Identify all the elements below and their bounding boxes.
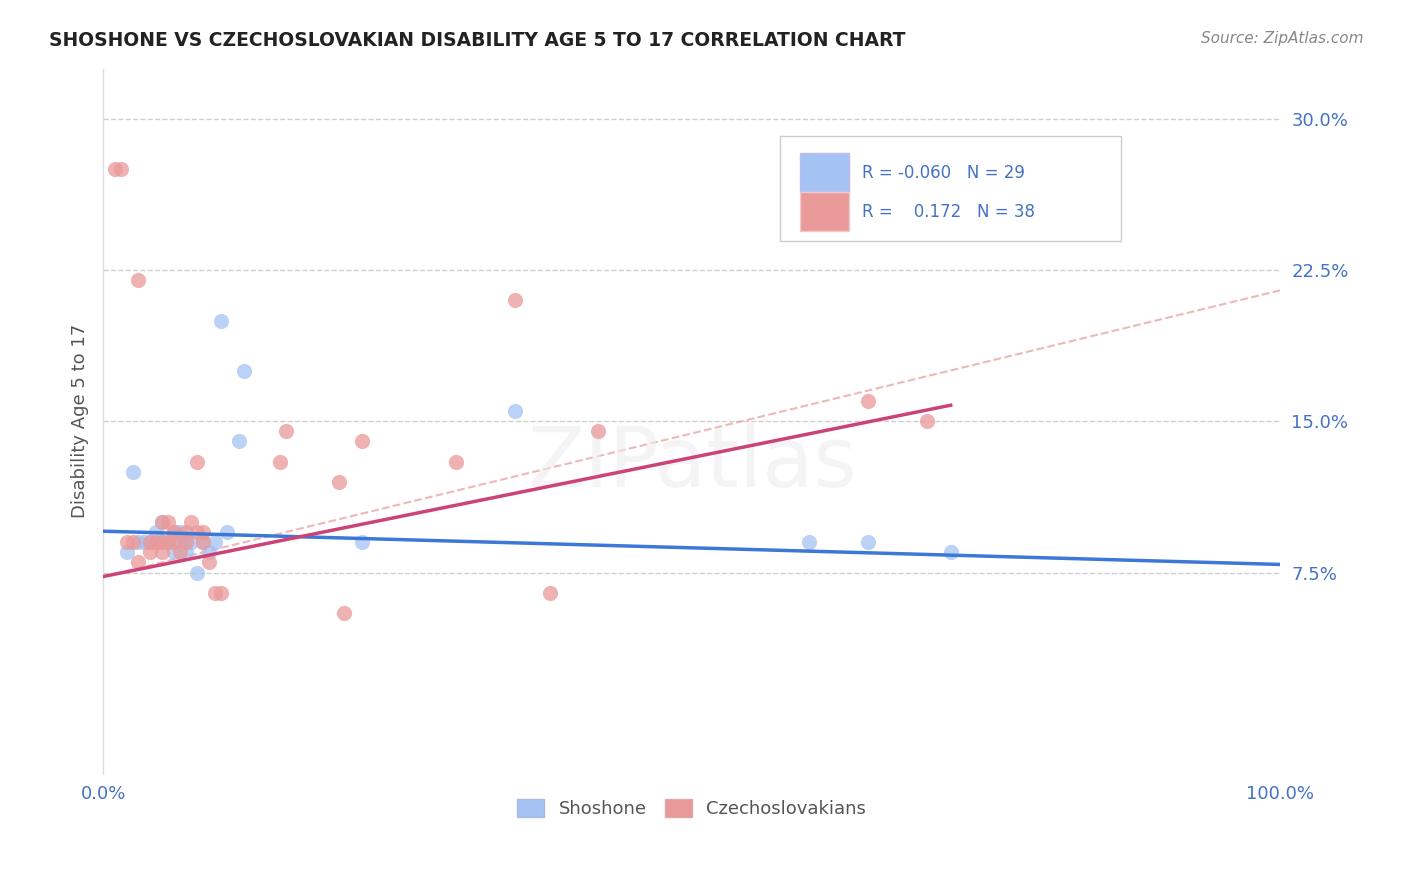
Point — [139, 535, 162, 549]
Point — [169, 535, 191, 549]
Point — [228, 434, 250, 449]
Point — [163, 535, 186, 549]
Point — [150, 515, 173, 529]
Point — [156, 515, 179, 529]
Point — [352, 434, 374, 449]
Point — [446, 455, 468, 469]
Text: R = -0.060   N = 29: R = -0.060 N = 29 — [862, 164, 1025, 182]
Point — [204, 585, 226, 599]
Point — [209, 585, 232, 599]
Legend: Shoshone, Czechoslovakians: Shoshone, Czechoslovakians — [510, 791, 873, 825]
Point — [333, 606, 356, 620]
Point — [328, 475, 350, 489]
Point — [150, 535, 173, 549]
Point — [163, 525, 186, 540]
Point — [204, 535, 226, 549]
Point — [169, 525, 191, 540]
Point — [163, 545, 186, 559]
Point — [186, 566, 208, 580]
Point — [186, 525, 208, 540]
Point — [858, 535, 880, 549]
Point — [915, 414, 938, 428]
Point — [215, 525, 238, 540]
Point — [233, 364, 256, 378]
FancyBboxPatch shape — [780, 136, 1122, 242]
Point — [156, 535, 179, 549]
Point — [174, 525, 197, 540]
Point — [134, 535, 156, 549]
Point — [274, 425, 297, 439]
Point — [145, 525, 167, 540]
Text: R =    0.172   N = 38: R = 0.172 N = 38 — [862, 202, 1035, 220]
Point — [110, 162, 132, 177]
Point — [127, 556, 149, 570]
Point — [198, 545, 221, 559]
Point — [127, 535, 149, 549]
Point — [193, 535, 215, 549]
Point — [193, 525, 215, 540]
Point — [586, 425, 609, 439]
Text: Source: ZipAtlas.com: Source: ZipAtlas.com — [1201, 31, 1364, 46]
Point — [198, 556, 221, 570]
Y-axis label: Disability Age 5 to 17: Disability Age 5 to 17 — [72, 324, 89, 518]
FancyBboxPatch shape — [800, 192, 849, 231]
Point — [121, 465, 143, 479]
Point — [174, 535, 197, 549]
Point — [209, 313, 232, 327]
Point — [139, 535, 162, 549]
Point — [799, 535, 821, 549]
Point — [104, 162, 127, 177]
Point — [127, 273, 149, 287]
Point — [145, 535, 167, 549]
Point — [180, 535, 202, 549]
Point — [115, 545, 138, 559]
Point — [186, 455, 208, 469]
Point — [174, 535, 197, 549]
Text: SHOSHONE VS CZECHOSLOVAKIAN DISABILITY AGE 5 TO 17 CORRELATION CHART: SHOSHONE VS CZECHOSLOVAKIAN DISABILITY A… — [49, 31, 905, 50]
Point — [858, 394, 880, 409]
Point — [174, 545, 197, 559]
Point — [150, 515, 173, 529]
Point — [115, 535, 138, 549]
Point — [163, 525, 186, 540]
FancyBboxPatch shape — [800, 153, 849, 192]
Point — [150, 545, 173, 559]
Text: ZIPatlas: ZIPatlas — [527, 423, 856, 504]
Point — [939, 545, 962, 559]
Point — [193, 535, 215, 549]
Point — [180, 515, 202, 529]
Point — [121, 535, 143, 549]
Point — [139, 545, 162, 559]
Point — [150, 535, 173, 549]
Point — [540, 585, 562, 599]
Point — [503, 293, 526, 308]
Point — [352, 535, 374, 549]
Point — [156, 535, 179, 549]
Point — [503, 404, 526, 418]
Point — [169, 545, 191, 559]
Point — [269, 455, 291, 469]
